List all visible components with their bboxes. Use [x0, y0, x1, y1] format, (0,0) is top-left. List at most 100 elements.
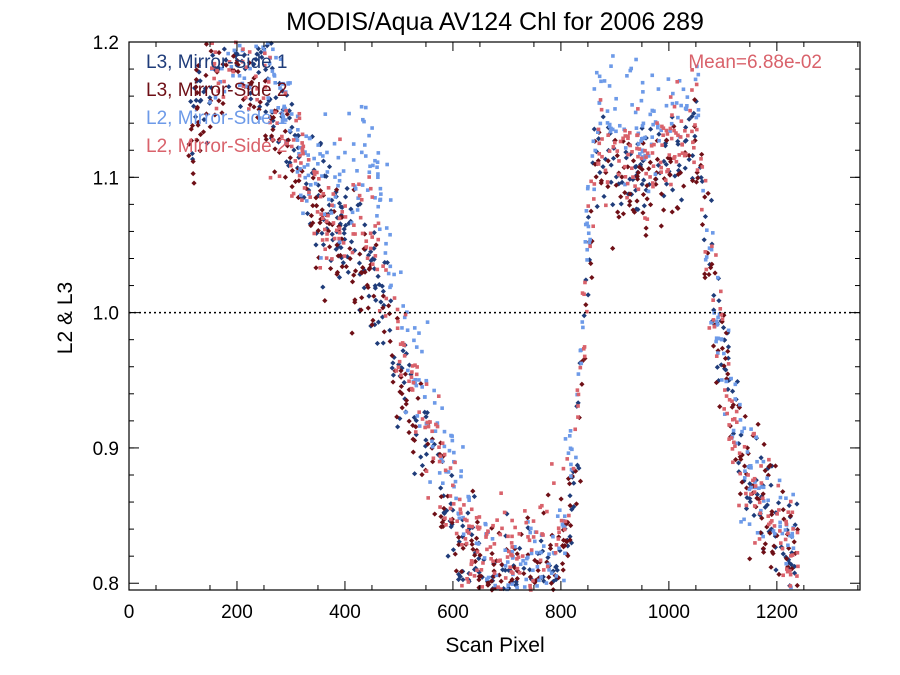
data-point	[376, 237, 381, 242]
data-point	[300, 148, 305, 153]
data-point	[466, 580, 471, 584]
data-point	[749, 427, 753, 431]
data-point	[337, 236, 341, 241]
data-point	[661, 207, 667, 213]
data-point	[591, 224, 595, 229]
data-point	[529, 551, 534, 556]
data-point	[495, 518, 499, 522]
data-point	[289, 112, 294, 116]
data-point	[541, 510, 547, 516]
data-point	[242, 76, 247, 81]
data-point	[283, 118, 288, 122]
data-point	[255, 114, 261, 120]
data-point	[480, 585, 485, 589]
data-point	[326, 221, 332, 227]
data-point	[775, 500, 782, 506]
data-point	[408, 371, 414, 377]
data-point	[420, 385, 425, 389]
data-point	[744, 503, 749, 508]
data-point	[347, 245, 353, 252]
data-point	[651, 164, 656, 168]
data-point	[677, 170, 684, 176]
data-point	[773, 532, 777, 536]
data-point	[759, 485, 764, 489]
data-point	[490, 537, 495, 541]
data-point	[563, 519, 568, 524]
data-point	[615, 149, 620, 153]
data-point	[376, 221, 381, 226]
data-point	[788, 569, 792, 573]
data-point	[720, 325, 727, 331]
data-point	[788, 533, 792, 538]
data-point	[544, 581, 549, 585]
data-point	[330, 257, 334, 261]
data-point	[367, 170, 372, 175]
data-point	[366, 266, 372, 272]
data-point	[491, 561, 497, 568]
data-point	[773, 567, 779, 573]
data-point	[251, 104, 257, 110]
data-point	[461, 515, 465, 520]
data-point	[608, 129, 613, 134]
data-point	[647, 159, 653, 165]
data-point	[701, 188, 705, 193]
data-point	[559, 561, 566, 567]
data-point	[737, 491, 743, 497]
data-point	[222, 79, 226, 84]
data-point	[341, 169, 346, 173]
data-point	[645, 217, 650, 221]
data-point	[484, 535, 488, 539]
data-point	[216, 89, 221, 93]
data-point	[325, 237, 329, 242]
data-point	[777, 478, 782, 483]
data-point	[469, 541, 475, 547]
data-point	[771, 543, 777, 549]
data-point	[488, 578, 495, 584]
data-point	[240, 59, 245, 64]
data-point	[661, 133, 665, 138]
data-point	[320, 174, 324, 178]
data-point	[456, 571, 462, 577]
data-point	[401, 379, 407, 386]
data-point	[320, 242, 327, 248]
data-point	[597, 169, 603, 176]
data-point	[699, 221, 706, 228]
data-point	[590, 154, 595, 158]
data-point	[374, 340, 381, 347]
data-point	[744, 491, 748, 496]
data-point	[316, 143, 320, 147]
data-point	[386, 271, 391, 276]
data-point	[449, 472, 455, 479]
data-point	[451, 502, 456, 506]
data-point	[276, 80, 283, 86]
data-point	[373, 158, 377, 163]
data-point	[440, 523, 446, 530]
data-point	[204, 140, 210, 146]
data-point	[616, 172, 621, 177]
data-point	[263, 51, 267, 56]
data-point	[319, 212, 323, 216]
data-point	[602, 79, 607, 83]
data-point	[669, 121, 674, 126]
data-point	[693, 123, 697, 127]
data-point	[641, 177, 647, 183]
data-point	[461, 532, 466, 537]
data-point	[566, 451, 571, 455]
data-point	[500, 526, 504, 531]
data-point	[326, 213, 330, 218]
data-point	[370, 195, 375, 199]
data-point	[312, 169, 316, 174]
data-point	[573, 427, 578, 432]
data-point	[331, 192, 336, 196]
data-point	[714, 354, 719, 358]
data-point	[425, 420, 430, 425]
data-point	[696, 72, 701, 77]
data-point	[766, 498, 770, 503]
data-point	[783, 528, 788, 532]
data-point	[585, 258, 589, 262]
data-point	[369, 322, 375, 328]
data-point	[330, 203, 334, 208]
data-point	[275, 139, 282, 145]
data-point	[788, 513, 794, 519]
data-point	[654, 156, 661, 162]
